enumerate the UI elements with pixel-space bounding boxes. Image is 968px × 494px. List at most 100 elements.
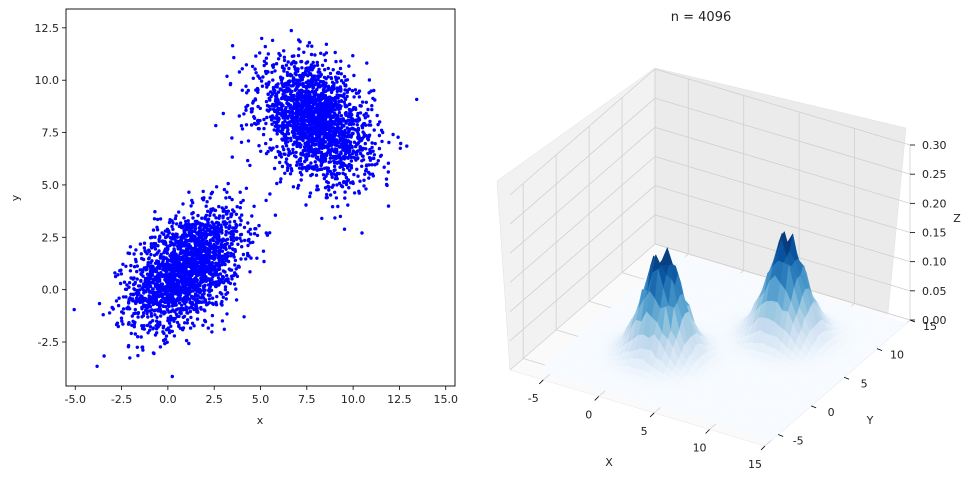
scatter-point [289,28,293,33]
scatter-point [133,307,137,312]
scatter-point [283,138,287,143]
scatter-point [333,130,338,134]
scatter-point [286,153,291,157]
scatter-point [228,81,233,86]
scatter-point [279,78,284,82]
scatter-point [333,143,337,147]
scatter-point [262,117,266,122]
scatter-point [284,63,289,67]
scatter-point [339,184,344,188]
scatter-point [196,213,200,218]
scatter-point [268,231,272,235]
scatter-y-ticks: -2.50.02.55.07.510.012.5 [35,22,66,349]
scatter-point [316,74,321,78]
scatter-point [338,86,342,90]
scatter-point [244,108,248,112]
scatter-point [224,297,228,301]
scatter-point [338,117,342,122]
scatter-point [317,67,321,72]
scatter-point [118,281,123,286]
scatter-point [210,190,215,194]
scatter-point [312,92,316,96]
scatter-point [140,269,145,273]
scatter-point [129,263,133,268]
scatter-point [327,132,331,136]
scatter-point [342,92,346,96]
scatter-point [290,61,294,65]
scatter-point [163,298,167,303]
scatter-point [349,159,354,163]
scatter-point [240,213,244,217]
scatter-point [301,165,305,170]
scatter-point [227,226,231,231]
scatter-point [344,142,348,146]
scatter-point [344,147,348,151]
scatter-point [167,321,172,325]
scatter-point [344,110,348,115]
scatter-point [212,249,216,253]
scatter-point [275,144,279,149]
scatter-point [189,261,194,265]
scatter-point [329,76,334,81]
scatter-point [102,354,106,358]
scatter-point [333,177,338,181]
scatter-point [270,70,274,75]
scatter-point [177,210,181,214]
scatter-point [155,225,159,229]
scatter-point [134,248,138,252]
scatter-point [248,241,252,245]
scatter-point [139,335,143,339]
scatter-point [145,287,149,292]
scatter-point [230,277,234,281]
scatter-point [159,314,163,318]
scatter-point [289,136,293,140]
scatter-point [283,171,287,175]
scatter-point [378,154,383,158]
scatter-point [172,334,177,338]
scatter-point [296,78,300,83]
scatter-point [140,307,144,311]
scatter-point [225,251,230,256]
scatter-point [295,115,300,119]
scatter-point [195,273,199,278]
scatter-point [184,305,188,309]
scatter-point [238,206,242,210]
scatter-point [190,321,195,325]
scatter-point [275,114,279,118]
scatter-point [302,122,307,127]
scatter-point [274,62,279,66]
scatter-point [138,242,143,246]
scatter-point [367,176,371,180]
scatter-point [119,316,124,320]
scatter-point [173,216,178,221]
scatter-point [373,141,377,146]
scatter-point [197,270,201,274]
scatter-point [332,140,336,144]
scatter-point [205,226,209,231]
scatter-point [132,276,136,280]
scatter-point [239,239,243,243]
scatter-point [165,246,170,251]
scatter-point [182,300,186,304]
scatter-point [231,247,235,251]
scatter-point [321,173,326,177]
scatter-point [141,274,145,278]
scatter-point [384,177,389,181]
scatter-point [144,299,149,303]
scatter-point [184,234,188,238]
scatter-point [255,233,260,238]
scatter-point [214,284,218,289]
scatter-point [166,229,171,233]
scatter-point [289,84,293,88]
scatter-point [309,147,313,151]
scatter-point [268,146,272,150]
scatter-point [333,75,338,79]
scatter-point [168,218,172,222]
scatter-point [212,257,216,261]
scatter-point [270,122,274,127]
scatter-point [230,242,234,246]
scatter-point [313,143,317,147]
scatter-point [358,148,363,152]
scatter-point [312,167,316,171]
scatter-point [113,274,118,279]
